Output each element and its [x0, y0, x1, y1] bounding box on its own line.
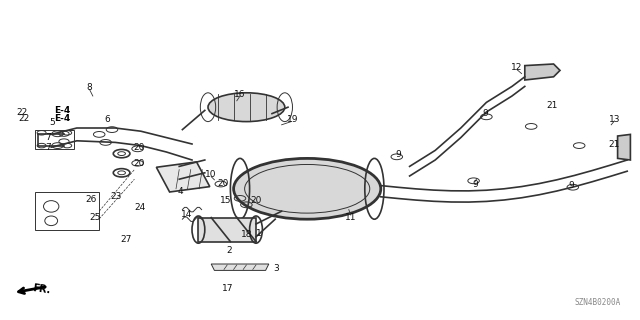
Text: 9: 9: [483, 109, 488, 118]
Text: 13: 13: [609, 115, 620, 124]
Text: FR.: FR.: [32, 284, 51, 296]
Text: E-4: E-4: [54, 114, 71, 123]
Text: 7: 7: [45, 133, 51, 142]
Text: 10: 10: [205, 170, 217, 179]
Text: 21: 21: [609, 140, 620, 149]
Text: 4: 4: [178, 188, 183, 196]
Text: 17: 17: [222, 284, 234, 293]
Text: 22: 22: [17, 108, 28, 116]
Text: 7: 7: [45, 143, 51, 152]
Text: 15: 15: [220, 196, 231, 205]
Polygon shape: [525, 64, 560, 80]
Text: 24: 24: [134, 203, 145, 212]
Ellipse shape: [234, 158, 381, 219]
Text: 20: 20: [134, 159, 145, 168]
Text: 2: 2: [227, 246, 232, 255]
Polygon shape: [618, 134, 630, 160]
Text: 9: 9: [472, 180, 477, 188]
Text: 20: 20: [250, 196, 262, 204]
Text: 26: 26: [85, 195, 97, 204]
Ellipse shape: [208, 93, 285, 122]
Polygon shape: [211, 264, 269, 270]
Text: 14: 14: [181, 210, 193, 219]
Text: 3: 3: [274, 264, 279, 273]
Text: 6: 6: [105, 115, 110, 124]
Text: 23: 23: [111, 192, 122, 201]
Text: SZN4B0200A: SZN4B0200A: [575, 298, 621, 307]
Text: 12: 12: [511, 63, 523, 72]
Text: 9: 9: [396, 150, 401, 159]
Text: 21: 21: [546, 101, 557, 110]
Text: 19: 19: [287, 115, 299, 124]
Text: 27: 27: [120, 236, 132, 244]
Text: 5: 5: [50, 118, 55, 127]
Text: 9: 9: [568, 181, 573, 190]
Text: E-4: E-4: [54, 106, 71, 115]
Bar: [198, 218, 256, 242]
Text: 1: 1: [257, 229, 262, 238]
Text: 8: 8: [87, 83, 92, 92]
Text: 11: 11: [345, 213, 356, 222]
Text: 25: 25: [89, 213, 100, 222]
Text: 20: 20: [217, 179, 228, 188]
Text: 16: 16: [234, 90, 246, 99]
Text: 18: 18: [241, 230, 252, 239]
Bar: [156, 162, 210, 192]
Text: 22: 22: [19, 114, 30, 123]
Text: 20: 20: [134, 143, 145, 152]
